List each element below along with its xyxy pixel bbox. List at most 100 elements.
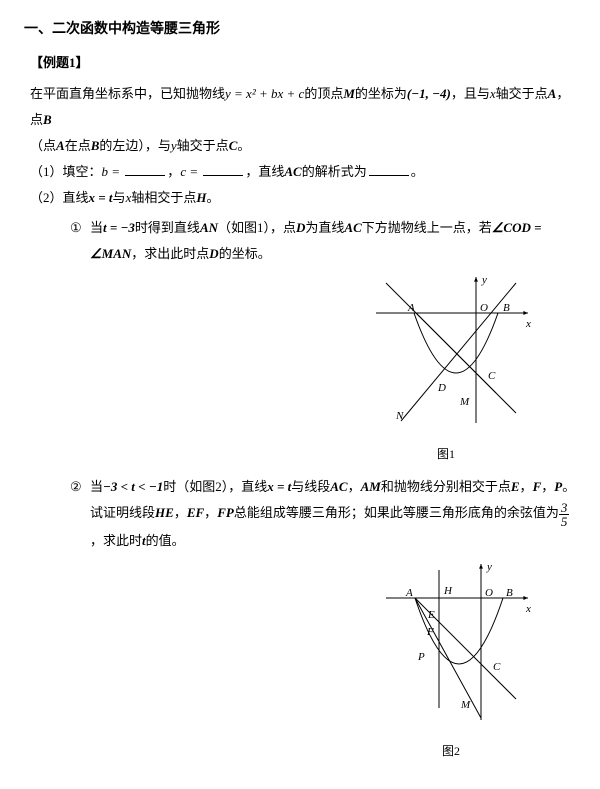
- blank: [125, 162, 165, 176]
- text: ，: [520, 479, 533, 494]
- figure-2-block: yxABOHEFPCM 图2: [30, 558, 576, 763]
- text: 轴相交于点: [131, 190, 196, 205]
- label-P: P: [554, 479, 562, 494]
- label-AC: AC: [344, 220, 361, 235]
- intro-line-2: （点A在点B的左边），与y轴交于点C。: [30, 133, 576, 159]
- figure-1: yxABOCDMN 图1: [356, 271, 536, 466]
- var-c: c =: [180, 164, 201, 179]
- var-b: b =: [102, 164, 124, 179]
- label-AC: AC: [330, 479, 347, 494]
- text: 和抛物线分别相交于点: [381, 479, 511, 494]
- text: 。: [206, 190, 219, 205]
- label-AM: AM: [361, 479, 381, 494]
- text: 的左边），与: [99, 138, 171, 153]
- svg-text:M: M: [460, 699, 471, 711]
- label-D: D: [296, 220, 305, 235]
- problem-body: 在平面直角坐标系中，已知抛物线y = x² + bx + c的顶点M的坐标为(−…: [30, 81, 576, 763]
- label-F: F: [533, 479, 542, 494]
- formula: y = x² + bx + c: [225, 86, 304, 101]
- numerator: 3: [559, 501, 570, 515]
- label-FP: FP: [217, 505, 234, 520]
- eq-t: t = −3: [103, 220, 135, 235]
- intro-line-1: 在平面直角坐标系中，已知抛物线y = x² + bx + c的顶点M的坐标为(−…: [30, 81, 576, 133]
- svg-text:F: F: [426, 626, 434, 638]
- label-AC: AC: [284, 164, 301, 179]
- text: 的顶点: [304, 86, 343, 101]
- denominator: 5: [559, 515, 570, 528]
- text: 在点: [65, 138, 91, 153]
- text: 与线段: [291, 479, 330, 494]
- svg-text:D: D: [437, 382, 446, 394]
- text: ，直线: [245, 164, 284, 179]
- text: 的解析式为: [302, 164, 367, 179]
- text: 与: [113, 190, 126, 205]
- marker-1: ①: [70, 215, 90, 267]
- text: ，: [204, 505, 217, 520]
- fraction: 35: [559, 501, 570, 528]
- svg-text:A: A: [407, 302, 415, 314]
- svg-text:O: O: [485, 587, 493, 599]
- text: 下方抛物线上一点，若: [362, 220, 492, 235]
- text: 为直线: [305, 220, 344, 235]
- label-M: M: [343, 86, 355, 101]
- text: ，且与: [451, 86, 490, 101]
- figure-1-block: yxABOCDMN 图1: [30, 271, 576, 466]
- text: 时得到直线: [135, 220, 200, 235]
- figure-2: yxABOHEFPCM 图2: [366, 558, 536, 763]
- text: ，求: [90, 533, 116, 548]
- sub-text-1: 当t = −3时得到直线AN（如图1），点D为直线AC下方抛物线上一点，若∠CO…: [90, 215, 576, 267]
- label-A: A: [56, 138, 65, 153]
- svg-text:y: y: [481, 274, 487, 286]
- text: 轴交于点: [177, 138, 229, 153]
- svg-text:C: C: [493, 661, 501, 673]
- text: （点: [30, 138, 56, 153]
- label-H: H: [196, 190, 206, 205]
- text: 轴交于点: [496, 86, 548, 101]
- text: 。: [411, 164, 424, 179]
- coord: (−1, −4): [407, 86, 451, 101]
- text: 的坐标为: [355, 86, 407, 101]
- svg-text:P: P: [417, 651, 425, 663]
- label-D: D: [209, 246, 218, 261]
- text: 的坐标。: [219, 246, 271, 261]
- figure-2-caption: 图2: [366, 739, 536, 763]
- text: ，: [348, 479, 361, 494]
- svg-text:y: y: [486, 561, 492, 573]
- svg-text:B: B: [506, 587, 513, 599]
- text: 。: [562, 479, 575, 494]
- text: ，: [541, 479, 554, 494]
- label-HE: HE: [155, 505, 174, 520]
- label-A: A: [548, 86, 557, 101]
- eq-x-t: x = t: [267, 479, 291, 494]
- svg-text:E: E: [427, 609, 435, 621]
- svg-text:N: N: [395, 410, 404, 422]
- label-EF: EF: [187, 505, 204, 520]
- svg-text:B: B: [503, 302, 510, 314]
- text: ，求出此时点: [131, 246, 209, 261]
- text: （2）直线: [30, 190, 89, 205]
- label-AN: AN: [200, 220, 218, 235]
- sub-item-2: ② 当−3 < t < −1时（如图2），直线x = t与线段AC，AM和抛物线…: [70, 474, 576, 554]
- range: −3 < t < −1: [103, 479, 163, 494]
- svg-text:O: O: [480, 302, 488, 314]
- text: 总能组成等腰三角形；如果此等腰三角形底角的余弦值为: [234, 505, 559, 520]
- text: ，: [167, 164, 180, 179]
- label-E: E: [511, 479, 520, 494]
- text: 当: [90, 479, 103, 494]
- svg-text:M: M: [459, 396, 470, 408]
- blank: [369, 162, 409, 176]
- text: 的值。: [146, 533, 185, 548]
- text: （如图1），点: [218, 220, 296, 235]
- blank: [203, 162, 243, 176]
- question-2: （2）直线x = t与x轴相交于点H。: [30, 185, 576, 211]
- text: 。: [237, 138, 250, 153]
- svg-text:x: x: [525, 603, 531, 615]
- label-B: B: [43, 112, 52, 127]
- question-1: （1）填空：b = ，c = ，直线AC的解析式为 。: [30, 159, 576, 185]
- figure-1-svg: yxABOCDMN: [356, 271, 536, 431]
- text: 试证明线段: [90, 505, 155, 520]
- sub-item-1: ① 当t = −3时得到直线AN（如图1），点D为直线AC下方抛物线上一点，若∠…: [70, 215, 576, 267]
- text: （1）填空：: [30, 164, 102, 179]
- figure-2-svg: yxABOHEFPCM: [366, 558, 536, 728]
- sub-list: ② 当−3 < t < −1时（如图2），直线x = t与线段AC，AM和抛物线…: [70, 474, 576, 554]
